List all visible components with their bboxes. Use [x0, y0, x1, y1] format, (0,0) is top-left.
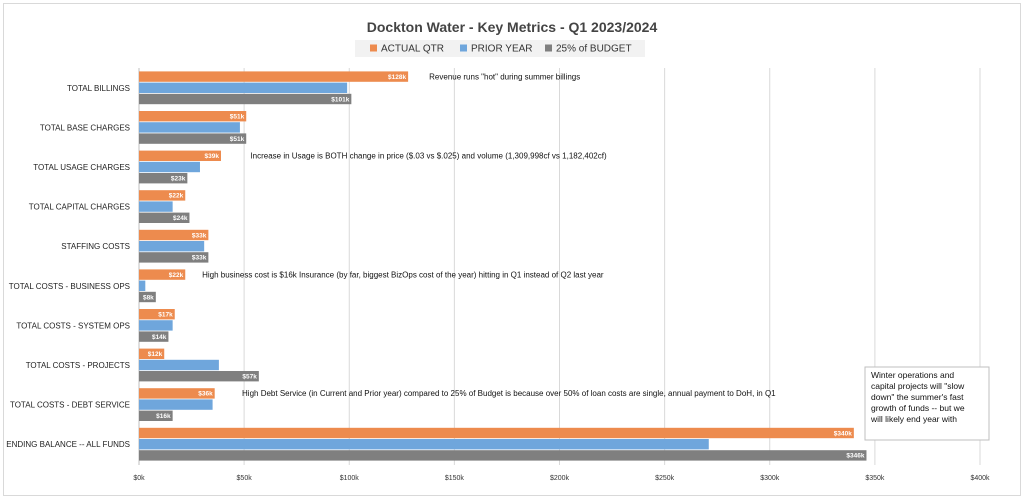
bar-data-label: $51k [230, 136, 245, 143]
annotation-text: Revenue runs "hot" during summer billing… [429, 72, 580, 81]
chart-title: Dockton Water - Key Metrics - Q1 2023/20… [367, 19, 658, 35]
note-box-frame [864, 366, 990, 441]
x-tick-label: $350k [865, 475, 885, 482]
category-label: TOTAL COSTS - DEBT SERVICE [10, 401, 130, 410]
x-tick-label: $400k [970, 475, 990, 482]
bar-data-label: $16k [156, 413, 171, 420]
category-label: ENDING BALANCE -- ALL FUNDS [6, 440, 130, 449]
bar [139, 280, 146, 291]
bar [139, 212, 190, 223]
bar [139, 439, 709, 450]
category-label: STAFFING COSTS [61, 242, 130, 251]
bar-data-label: $340k [834, 430, 852, 437]
x-axis-ticks: $0k $50k $100k $150k $200k $250k $300k $350k $40… [133, 475, 990, 482]
bar-data-label: $51k [230, 114, 245, 121]
x-tick-label: $50k [237, 475, 253, 482]
bar [139, 201, 173, 212]
note-line: down" the summer's fast [871, 392, 964, 402]
bar-data-label: $33k [192, 232, 207, 239]
category-label: TOTAL USAGE CHARGES [33, 163, 130, 172]
legend: ACTUAL QTR PRIOR YEAR 25% of BUDGET [370, 44, 632, 55]
legend-label: PRIOR YEAR [471, 44, 533, 55]
bar [139, 190, 186, 201]
bar [139, 82, 348, 93]
category-label: TOTAL CAPITAL CHARGES [29, 203, 130, 212]
bar [139, 122, 240, 133]
bar [139, 71, 409, 82]
bar [139, 427, 854, 439]
bar [139, 229, 209, 241]
annotation-text: High Debt Service (in Current and Prior … [242, 389, 776, 398]
annotations: Revenue runs "hot" during summer billing… [202, 72, 776, 398]
bar [139, 359, 219, 371]
bar [139, 388, 215, 399]
bar [139, 241, 205, 252]
category-labels: TOTAL BILLINGS TOTAL BASE CHARGES TOTAL US… [6, 84, 130, 449]
bar-data-label: $101k [331, 96, 349, 103]
bar [139, 252, 209, 263]
bar [139, 291, 156, 303]
category-label: TOTAL COSTS - PROJECTS [26, 361, 130, 370]
bar-data-label: $17k [158, 312, 173, 319]
bar [139, 450, 867, 461]
legend-swatch [460, 44, 467, 52]
legend-label: ACTUAL QTR [381, 44, 444, 55]
bars: $128k $101k $51k $51k $39k $23k $22k $24k $33k $3… [139, 71, 867, 461]
legend-background [355, 40, 645, 57]
category-label: TOTAL BILLINGS [67, 84, 130, 93]
bar [139, 309, 175, 320]
bar [139, 93, 352, 105]
bar [139, 399, 213, 410]
x-tick-label: $0k [133, 475, 145, 482]
bar [139, 173, 188, 184]
bar-data-label: $24k [173, 215, 188, 222]
bar-data-label: $346k [846, 453, 864, 460]
bar [139, 410, 173, 421]
bar [139, 161, 200, 173]
annotation-text: High business cost is $16k Insurance (by… [202, 270, 604, 279]
category-label: TOTAL COSTS - BUSINESS OPS [9, 282, 130, 291]
bar [139, 371, 259, 382]
bar [139, 133, 247, 144]
bar [139, 269, 186, 280]
note-line: growth of funds -- but we [871, 403, 965, 413]
legend-swatch [545, 44, 552, 52]
bar-data-label: $14k [152, 334, 167, 341]
bar [139, 150, 221, 161]
bar-data-label: $23k [171, 176, 186, 183]
annotation-text: Increase in Usage is BOTH change in pric… [250, 152, 607, 161]
x-tick-label: $150k [445, 475, 465, 482]
legend-swatch [370, 44, 377, 52]
bar-data-label: $57k [242, 374, 257, 381]
note-line: will likely end year with [870, 414, 957, 424]
bar-data-label: $22k [169, 272, 184, 279]
bar [139, 331, 169, 342]
note-line: Winter operations and [871, 370, 954, 380]
bar [139, 320, 173, 331]
bar-data-label: $8k [143, 294, 154, 301]
x-tick-label: $300k [760, 475, 780, 482]
bar-data-label: $128k [388, 74, 406, 81]
bar [139, 111, 247, 122]
x-tick-label: $100k [340, 475, 360, 482]
bar-data-label: $33k [192, 255, 207, 262]
legend-label: 25% of BUDGET [556, 44, 632, 55]
bar-data-label: $36k [198, 391, 213, 398]
category-label: TOTAL COSTS - SYSTEM OPS [16, 321, 130, 330]
x-tick-label: $250k [655, 475, 675, 482]
note-line: capital projects will "slow [871, 381, 965, 391]
category-label: TOTAL BASE CHARGES [40, 123, 130, 132]
bar-data-label: $39k [205, 153, 220, 160]
x-tick-label: $200k [550, 475, 570, 482]
bar-data-label: $12k [148, 351, 163, 358]
bar-data-label: $22k [169, 193, 184, 200]
bar [139, 348, 165, 359]
